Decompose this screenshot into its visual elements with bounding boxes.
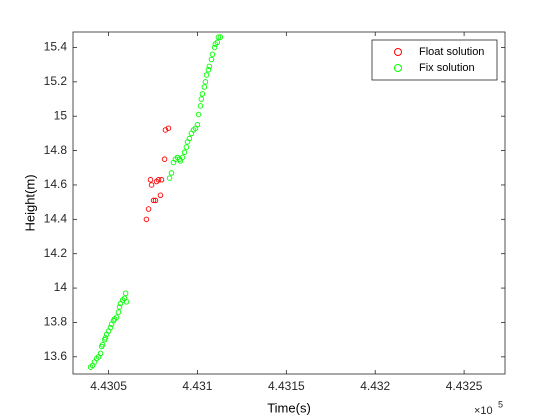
data-point [215,34,222,40]
data-point [116,304,123,310]
x-axis-label: Time(s) [267,400,311,415]
y-tick-label: 14.2 [44,246,68,260]
data-point [122,290,129,296]
data-point [97,350,104,357]
data-point [113,314,120,321]
data-point [115,309,122,315]
legend-box [371,39,498,81]
data-point [211,44,218,51]
data-point [214,39,221,46]
data-point [195,111,202,118]
plot-area [72,31,506,375]
legend: Float solution Fix solution [371,39,498,81]
x-tick-label: 4.4305 [90,379,127,393]
legend-label: Float solution [419,46,484,58]
y-tick-label: 14 [54,280,68,294]
data-point [179,154,186,161]
data-point [107,324,114,331]
data-point [161,156,168,162]
data-point [148,182,155,188]
x-exponent: 5 [498,399,503,409]
data-point [165,125,172,131]
data-point [186,135,193,142]
data-point [99,342,106,348]
data-point [152,197,159,204]
data-point [199,91,206,97]
y-tick-label: 13.8 [44,315,68,329]
data-point [183,144,190,150]
data-point [203,72,210,78]
data-point [194,122,201,128]
data-point [157,192,164,199]
data-point [147,177,154,183]
y-tick-label: 14.6 [44,177,68,191]
data-point [206,63,213,70]
data-point [150,197,157,204]
data-point [209,51,216,58]
data-point [145,206,152,212]
legend-marker [394,48,402,56]
data-point [143,216,150,223]
data-point [198,96,205,102]
y-tick-label: 14.4 [44,211,68,225]
data-point [217,34,224,40]
data-point [102,335,109,341]
data-point [208,56,215,63]
y-tick-label: 15 [54,108,68,122]
legend-label: Fix solution [419,62,475,74]
data-point [155,177,162,183]
y-tick-label: 13.6 [44,349,68,363]
data-point [123,299,130,305]
data-point [166,175,173,181]
data-point [162,127,169,133]
y-tick-label: 15.4 [44,40,68,54]
y-tick-label: 15.2 [44,74,68,88]
x-tick-label: 4.4315 [268,379,305,393]
data-point [201,84,208,90]
x-tick-label: 4.432 [360,379,390,393]
y-axis-label: Height(m) [22,174,37,231]
legend-marker [394,64,402,72]
x-tick-label: 4.4325 [446,379,483,393]
x-tick-label: 4.431 [182,379,212,393]
data-point [197,103,204,109]
x-exponent-base: ×10 [474,405,493,417]
y-tick-label: 14.8 [44,143,68,157]
data-point [202,79,209,85]
data-point [158,177,165,183]
data-point [168,170,175,176]
data-point [181,149,188,156]
data-point [205,67,212,73]
